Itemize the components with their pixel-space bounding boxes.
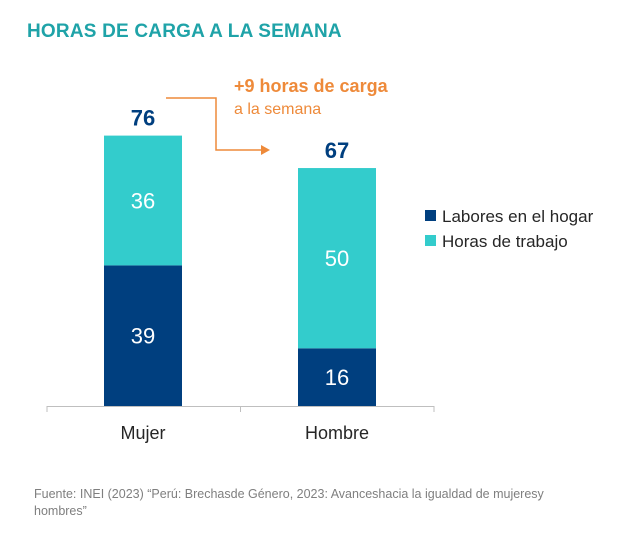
bar-hombre-series-0	[298, 348, 376, 406]
total-label-hombre: 67	[325, 138, 349, 163]
total-label-mujer: 76	[131, 106, 155, 131]
category-label-mujer: Mujer	[120, 423, 165, 443]
chart-title: HORAS DE CARGA A LA SEMANA	[27, 21, 342, 42]
annotation-arrowhead	[261, 145, 270, 155]
data-label-hombre-series-0: 16	[325, 365, 349, 390]
bar-mujer-series-1	[104, 135, 182, 266]
legend-swatch-1	[425, 235, 436, 246]
bar-mujer-series-0	[104, 265, 182, 406]
legend-label-1: Horas de trabajo	[442, 232, 568, 251]
data-label-mujer-series-1: 36	[131, 189, 155, 214]
annotation-line-1: +9 horas de carga	[234, 76, 389, 96]
stacked-bar-chart: 39 36 76 Mujer 16 50 67 Hombre +9 horas de carga…	[46, 76, 594, 443]
annotation-line-2: a la semana	[234, 101, 321, 118]
category-label-hombre: Hombre	[305, 423, 369, 443]
data-label-hombre-series-1: 50	[325, 246, 349, 271]
annotation-connector	[166, 97, 262, 151]
legend-label-0: Labores en el hogar	[442, 207, 594, 226]
bar-hombre-series-1	[298, 168, 376, 349]
legend-swatch-0	[425, 210, 436, 221]
data-label-mujer-series-0: 39	[131, 324, 155, 349]
source-note: Fuente: INEI (2023) “Perú: Brechasde Gén…	[34, 487, 544, 518]
